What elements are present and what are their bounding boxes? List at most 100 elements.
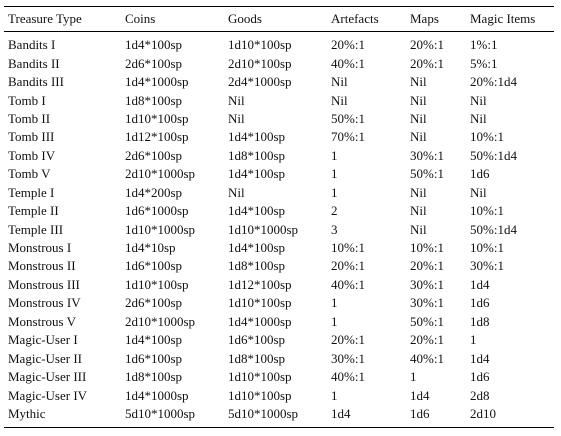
treasure-type-cell: Mythic [8,405,46,421]
table-cell: 2d8 [470,387,490,403]
table-cell: 1d4*200sp [125,184,183,200]
table-row: Tomb II 1d10*100sp Nil 50%:1 Nil Nil [4,110,554,128]
table-cell: 2 [331,203,338,219]
table-cell: 1d10*100sp [228,369,292,385]
header-row: Treasure Type Coins Goods Artefacts Maps Magi… [4,6,554,32]
table-cell: 1d10*100sp [228,387,292,403]
table-cell: 30%:1 [331,350,365,366]
treasure-type-cell: Tomb I [8,92,46,108]
table-cell: Nil [470,184,487,200]
treasure-type-cell: Bandits III [8,74,64,90]
treasure-type-cell: Bandits II [8,55,60,71]
table-cell: Nil [331,74,348,90]
table-cell: 1d6 [470,295,490,311]
table-cell: Nil [410,92,427,108]
table-cell: Nil [470,92,487,108]
treasure-type-cell: Monstrous II [8,258,76,274]
table-cell: 30%:1 [470,258,504,274]
table-cell: Nil [410,110,427,126]
table-cell: 3 [331,221,338,237]
treasure-type-cell: Magic-User IV [8,387,88,403]
table-cell: Nil [410,129,427,145]
table-cell: 20%:1 [331,37,365,53]
header-cell: Goods [228,11,262,26]
table-cell: 1 [331,147,338,163]
treasure-table: Treasure Type Coins Goods Artefacts Maps Magi… [4,6,554,428]
table-cell: 1d12*100sp [228,276,292,292]
table-cell: 1 [470,332,477,348]
table-cell: 40%:1 [331,55,365,71]
table-row: Magic-User I 1d4*100sp 1d6*100sp 20%:1 20%:1… [4,331,554,349]
table-cell: 1d4*1000sp [125,74,189,90]
table-cell: 1d6*100sp [125,258,183,274]
table-cell: 1%:1 [470,37,498,53]
table-cell: 20%:1 [410,332,444,348]
table-cell: 1d4 [410,387,430,403]
table-cell: 1d10*1000sp [228,221,299,237]
table-cell: 50%:1 [410,166,444,182]
treasure-type-cell: Monstrous IV [8,295,81,311]
table-row: Monstrous IV 2d6*100sp 1d10*100sp 1 30%:1 1d6 [4,294,554,312]
table-cell: 1d4 [331,405,351,421]
table-cell: 1d4 [470,350,490,366]
table-cell: 30%:1 [410,295,444,311]
table-cell: 30%:1 [410,147,444,163]
table-cell: 1d4*1000sp [125,387,189,403]
table-row: Bandits III 1d4*1000sp 2d4*1000sp Nil Nil 20%… [4,73,554,91]
table-cell: 1d4*100sp [228,203,286,219]
table-row: Monstrous II 1d6*100sp 1d8*100sp 20%:1 20%:1… [4,257,554,275]
treasure-type-cell: Magic-User II [8,350,82,366]
table-cell: 1d4*100sp [228,166,286,182]
table-row: Monstrous III 1d10*100sp 1d12*100sp 40%:1 30… [4,276,554,294]
table-cell: Nil [228,92,245,108]
table-row: Tomb I 1d8*100sp Nil Nil Nil Nil [4,91,554,109]
treasure-type-cell: Monstrous III [8,276,80,292]
table-cell: 1d10*100sp [125,276,189,292]
table-cell: 10%:1 [470,240,504,256]
treasure-type-cell: Temple I [8,184,55,200]
treasure-type-cell: Bandits I [8,37,56,53]
table-cell: 20%:1 [331,258,365,274]
table-cell: 2d10 [470,405,496,421]
table-row: Bandits II 2d6*100sp 2d10*100sp 40%:1 20%:1 5… [4,54,554,72]
table-cell: 2d10*1000sp [125,313,196,329]
table-cell: 2d6*100sp [125,147,183,163]
table-cell: 2d4*1000sp [228,74,292,90]
table-cell: 1d4 [470,276,490,292]
table-cell: 1d6*100sp [125,350,183,366]
table-cell: 30%:1 [410,276,444,292]
table-cell: 50%:1d4 [470,147,517,163]
table-cell: 1d4*100sp [228,129,286,145]
table-cell: Nil [410,203,427,219]
table-cell: 70%:1 [331,129,365,145]
table-cell: 5d10*1000sp [125,405,196,421]
table-cell: 1d6 [410,405,430,421]
table-cell: 1d6*1000sp [125,203,189,219]
table-cell: 1d6*100sp [228,332,286,348]
table-row: Temple III 1d10*1000sp 1d10*1000sp 3 Nil 50%:… [4,220,554,238]
table-cell: 40%:1 [410,350,444,366]
table-cell: 1 [331,387,338,403]
table-cell: 1d8*100sp [228,258,286,274]
header-cell: Artefacts [331,11,379,26]
table-cell: 1 [331,184,338,200]
table-row: Temple II 1d6*1000sp 1d4*100sp 2 Nil 10%:1 [4,202,554,220]
table-cell: 1 [410,369,417,385]
table-cell: 20%:1 [410,258,444,274]
treasure-type-cell: Tomb III [8,129,55,145]
table-cell: 20%:1 [331,332,365,348]
table-cell: 1d4*1000sp [228,313,292,329]
table-cell: Nil [470,110,487,126]
table-cell: 1d4*10sp [125,240,176,256]
treasure-type-cell: Tomb II [8,110,51,126]
table-cell: 5%:1 [470,55,498,71]
table-cell: Nil [331,92,348,108]
table-cell: 20%:1d4 [470,74,517,90]
table-cell: 1d10*100sp [228,295,292,311]
table-cell: 10%:1 [470,203,504,219]
table-cell: 1d4*100sp [228,240,286,256]
treasure-type-cell: Temple II [8,203,59,219]
table-cell: Nil [410,184,427,200]
table-cell: 10%:1 [410,240,444,256]
